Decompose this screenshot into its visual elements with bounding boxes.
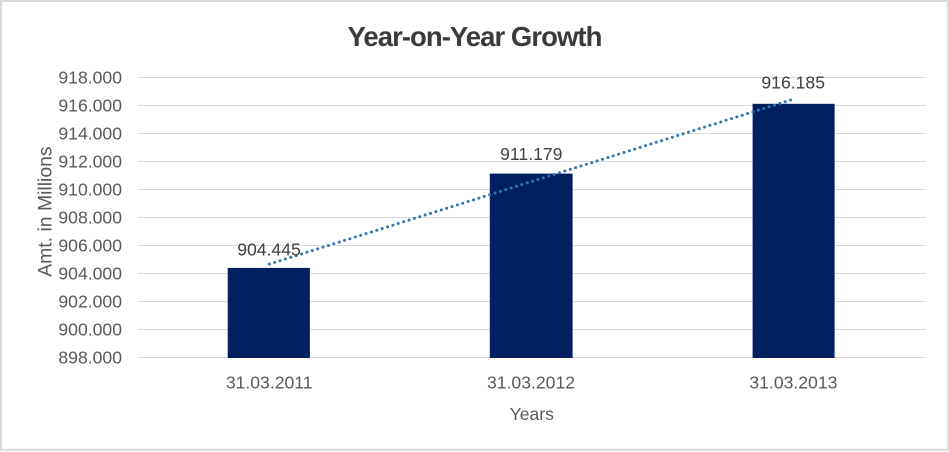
svg-text:914.000: 914.000 xyxy=(58,124,122,144)
svg-text:911.179: 911.179 xyxy=(500,144,562,164)
svg-text:904.445: 904.445 xyxy=(237,239,301,259)
svg-text:916.000: 916.000 xyxy=(58,96,122,116)
svg-text:916.185: 916.185 xyxy=(761,73,825,93)
svg-text:912.000: 912.000 xyxy=(58,152,122,172)
svg-text:902.000: 902.000 xyxy=(58,292,122,312)
svg-text:906.000: 906.000 xyxy=(58,236,122,256)
svg-text:900.000: 900.000 xyxy=(58,320,122,340)
svg-text:31.03.2013: 31.03.2013 xyxy=(749,372,837,392)
svg-text:918.000: 918.000 xyxy=(58,68,122,88)
svg-text:908.000: 908.000 xyxy=(58,208,122,228)
svg-text:Years: Years xyxy=(510,404,554,424)
svg-text:31.03.2012: 31.03.2012 xyxy=(487,372,575,392)
svg-text:Amt. in Millions: Amt. in Millions xyxy=(34,146,56,276)
svg-text:Year-on-Year Growth: Year-on-Year Growth xyxy=(348,21,602,52)
svg-text:31.03.2011: 31.03.2011 xyxy=(226,372,313,392)
svg-text:904.000: 904.000 xyxy=(58,264,122,284)
svg-text:898.000: 898.000 xyxy=(58,348,122,368)
svg-text:910.000: 910.000 xyxy=(58,180,122,200)
